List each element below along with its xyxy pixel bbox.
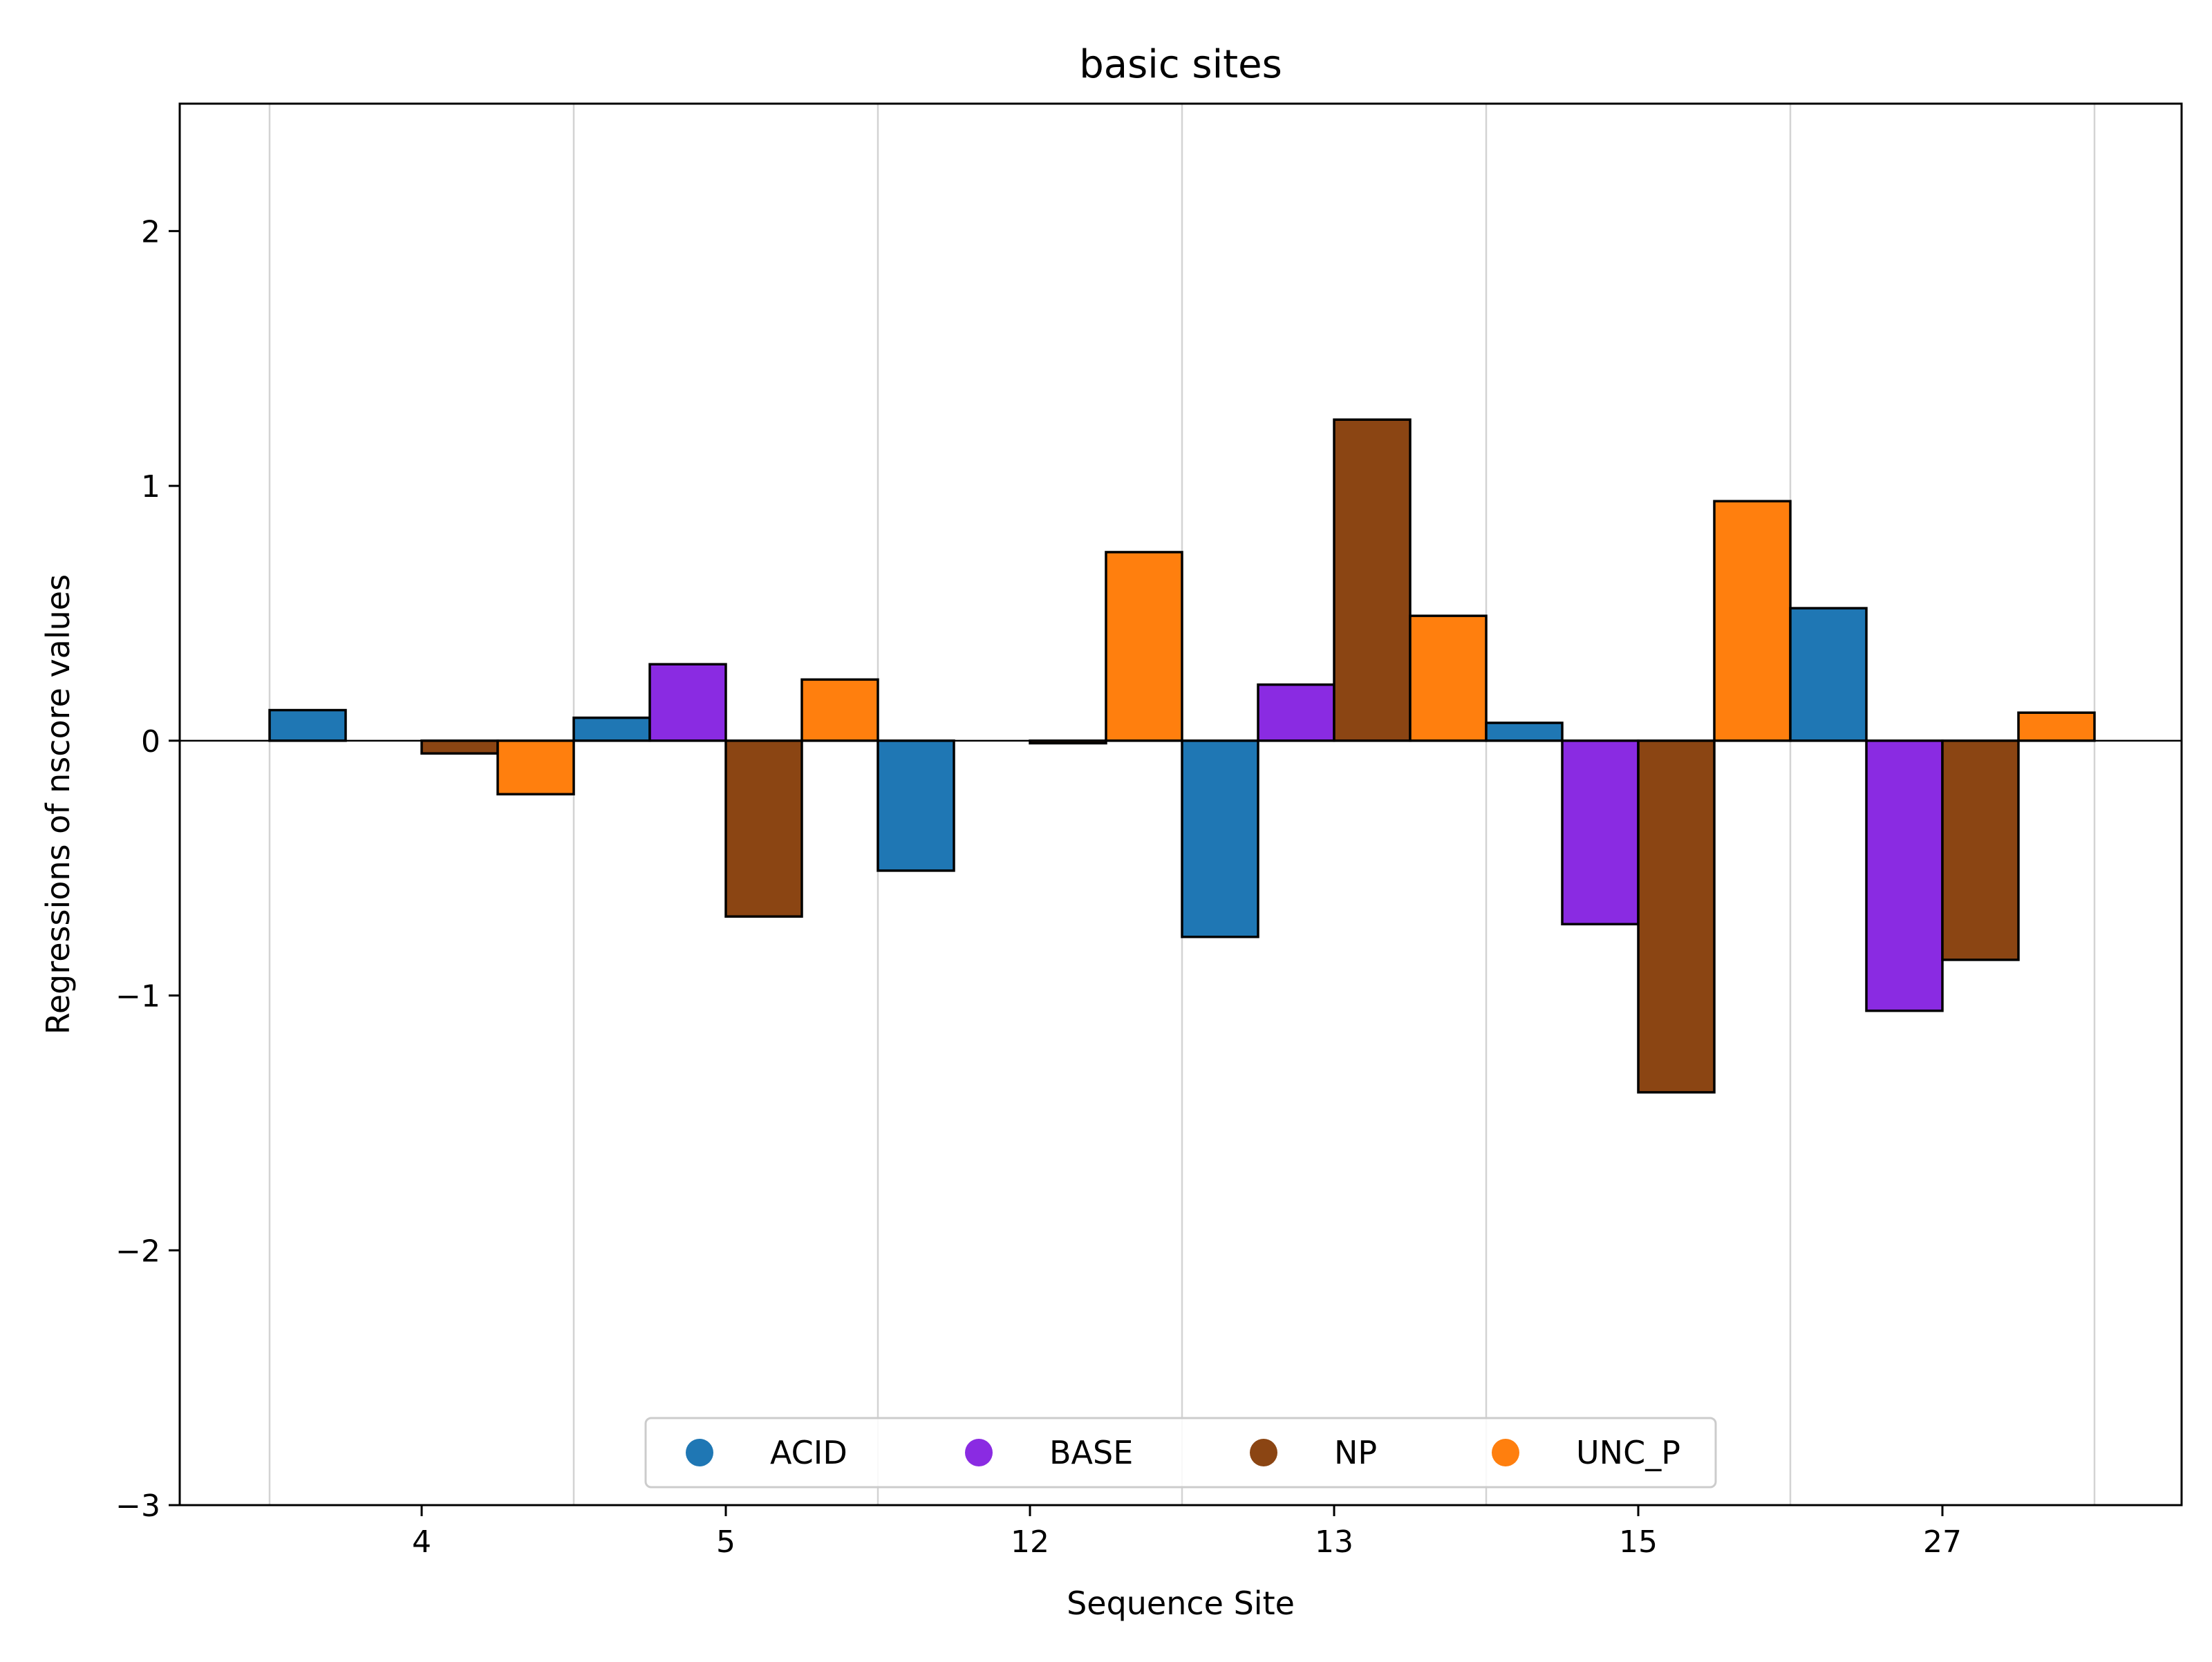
y-tick-label: −1 — [115, 979, 160, 1014]
bar-np-13 — [1333, 418, 1412, 742]
y-tick-label: 0 — [141, 724, 160, 759]
bar-acid-5 — [572, 716, 651, 742]
bar-base-5 — [648, 663, 727, 742]
bar-acid-12 — [877, 739, 955, 872]
y-axis-ticks: −3 −2 −1 0 1 2 — [115, 214, 180, 1524]
x-tick-label: 15 — [1619, 1524, 1658, 1560]
y-tick-label: −2 — [115, 1234, 160, 1269]
y-tick-label: 2 — [141, 214, 160, 249]
legend-label: UNC_P — [1576, 1434, 1680, 1471]
y-axis-label: Regressions of nscore values — [39, 574, 77, 1035]
bar-base-15 — [1561, 739, 1640, 926]
legend-label: BASE — [1049, 1434, 1133, 1471]
x-tick-label: 4 — [412, 1524, 431, 1560]
y-tick-label: −3 — [115, 1489, 160, 1524]
legend-marker-unc-p — [1492, 1439, 1519, 1466]
x-tick-label: 13 — [1315, 1524, 1353, 1560]
chart-title: basic sites — [1079, 42, 1282, 87]
bar-unc-p-12 — [1105, 551, 1183, 742]
x-tick-label: 12 — [1011, 1524, 1049, 1560]
legend-label: NP — [1334, 1434, 1377, 1471]
x-axis-ticks: 4 5 12 13 15 27 — [412, 1505, 1962, 1560]
bar-base-27 — [1865, 739, 1944, 1012]
bar-unc-p-27 — [2017, 711, 2096, 742]
bar-unc-p-13 — [1409, 614, 1488, 742]
x-tick-label: 27 — [1923, 1524, 1962, 1560]
bar-layer — [268, 418, 2096, 1094]
plot-frame — [178, 102, 2183, 1507]
bar-unc-p-15 — [1713, 500, 1792, 742]
bar-np-15 — [1637, 739, 1716, 1094]
legend-marker-np — [1250, 1439, 1277, 1466]
x-axis-label: Sequence Site — [1067, 1585, 1295, 1622]
legend: ACID BASE NP UNC_P — [644, 1417, 1717, 1489]
bar-acid-4 — [268, 708, 347, 742]
bar-unc-p-5 — [800, 678, 879, 742]
bar-base-13 — [1257, 683, 1335, 742]
bar-np-27 — [1941, 739, 2020, 961]
bar-acid-13 — [1181, 739, 1259, 938]
bar-acid-27 — [1789, 607, 1868, 742]
bar-unc-p-4 — [496, 739, 575, 796]
legend-marker-base — [965, 1439, 993, 1466]
x-tick-label: 5 — [716, 1524, 735, 1560]
legend-marker-acid — [686, 1439, 713, 1466]
bar-np-4 — [420, 739, 499, 755]
legend-label: ACID — [770, 1434, 847, 1471]
bar-acid-15 — [1485, 721, 1564, 742]
legend-box — [644, 1417, 1717, 1489]
bar-np-5 — [724, 739, 803, 918]
y-tick-label: 1 — [141, 469, 160, 504]
